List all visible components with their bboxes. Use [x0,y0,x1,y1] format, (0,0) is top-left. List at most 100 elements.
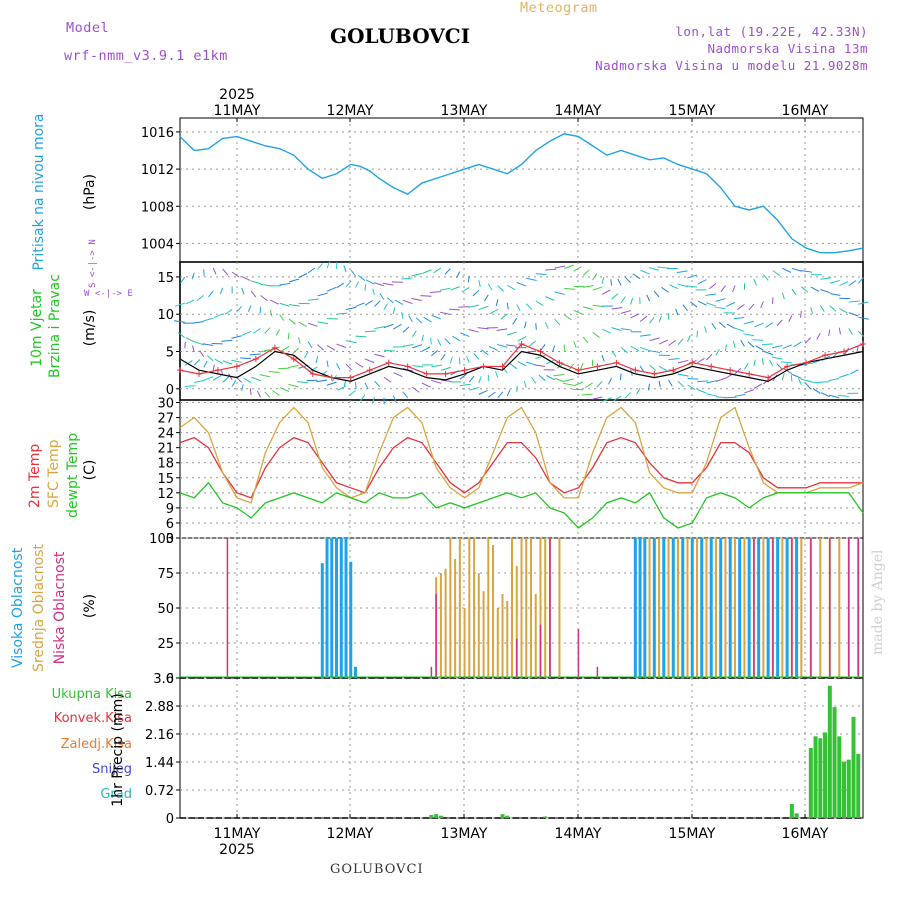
wind-arrow-7 [249,388,252,396]
wind-arrow-453 [374,282,385,287]
wind-arrow-63 [781,373,785,380]
ytick-label-temperature-7: 24 [157,427,174,442]
cloud-bar-1-19 [525,538,528,678]
wind-gust-mark-33 [803,359,810,366]
wind-arrow-201 [724,344,727,352]
cloud-bar-0-20 [738,538,742,678]
wind-arrow-501 [839,281,849,286]
wind-arrow-83 [278,367,290,370]
wind-arrow-336 [639,315,648,322]
wind-arrow-137 [792,374,802,379]
cloud-bar-0-19 [728,538,732,678]
cloud-bar-1-36 [743,538,746,678]
cloud-bar-2-7 [596,666,599,678]
wind-arrow-425 [801,286,809,293]
precip-bar-9 [813,736,818,818]
ytick-label-precip-5: 3.6 [153,672,174,687]
wind-arrow-226 [275,329,281,336]
cloud-bar-1-46 [838,538,841,678]
wind-arrow-473 [573,266,582,272]
wind-arrow-189 [611,350,617,358]
wind-arrow-231 [326,345,336,351]
wind-arrow-414 [686,285,698,288]
cloud-bar-0-15 [690,538,694,678]
wind-arrow-411 [661,286,669,293]
wind-arrow-43 [581,393,593,396]
wind-arrow-281 [793,341,802,348]
precip-bar-13 [832,707,837,818]
cloud-bar-0-9 [638,538,642,678]
wind-arrow-462 [467,275,470,283]
cloud-bar-1-5 [458,538,461,678]
wind-arrow-334 [620,309,632,314]
wind-arrow-487 [697,279,707,285]
cloud-bar-2-1 [430,666,433,678]
wind-arrow-273 [718,321,726,329]
wind-arrow-378 [355,281,360,288]
wind-arrow-198 [696,357,705,364]
wind-arrow-41 [563,382,574,386]
wind-arrow-259 [592,332,600,338]
wind-arrow-248 [477,327,489,330]
cloud-bar-1-18 [520,538,523,678]
cloud-bar-0-1 [325,538,329,678]
wind-gust-mark-34 [822,352,829,359]
wind-arrow-75 [212,364,215,372]
wind-arrow-431 [858,301,869,305]
wind-arrow-405 [611,293,619,300]
wind-arrow-107 [509,363,518,370]
wind-arrow-121 [649,364,657,371]
wind-arrow-479 [624,276,631,284]
wind-arrow-447 [326,261,331,269]
cloud-bar-0-21 [747,538,751,678]
cloud-bar-1-11 [487,538,490,678]
cloud-bar-0-4 [339,538,343,678]
ytick-label-temperature-6: 21 [157,442,174,457]
wind-arrow-369 [269,299,279,305]
cloud-bar-1-10 [482,591,485,678]
wind-arrow-454 [382,282,394,286]
cloud-bar-0-22 [757,538,761,678]
wind-arrow-276 [743,333,755,337]
wind-arrow-105 [494,371,499,378]
cloud-bar-0-13 [671,538,675,678]
wind-arrow-413 [677,283,688,288]
wind-arrow-149 [222,360,233,365]
wind-arrow-451 [358,274,366,282]
wind-arrow-432 [180,276,186,284]
ytick-label-wind-2: 10 [157,308,174,323]
wind-arrow-280 [782,344,793,349]
wind-arrow-424 [791,288,797,296]
wind-arrow-90 [354,382,357,389]
wind-gust-mark-11 [385,359,392,366]
year-label-top: 2025 [219,87,255,103]
cloud-bar-1-2 [444,568,447,678]
wind-arrow-338 [658,315,662,323]
day-label-bottom-2: 13MAY [441,826,488,842]
wind-arrow-69 [829,394,840,399]
wind-gust-mark-36 [860,341,866,348]
cloud-bar-1-30 [686,538,689,678]
wind-arrow-215 [856,346,859,353]
wind-arrow-354 [810,307,813,314]
wind-arrow-144 [184,341,186,349]
wind-gust-mark-5 [271,344,278,351]
cloud-bar-0-11 [652,538,656,678]
wind-arrow-456 [401,277,413,280]
wind-arrow-126 [696,380,708,383]
wind-arrow-127 [706,380,717,384]
precip-label-grad: Grad [100,787,132,802]
cloud-bar-1-28 [667,538,670,678]
wind-arrow-146 [199,350,205,357]
wind-arrow-96 [412,365,424,368]
wind-arrow-195 [668,358,680,361]
ytick-label-cloud-1: 25 [157,637,174,652]
ytick-label-wind-1: 5 [166,346,174,361]
cloud-bar-1-38 [762,538,765,678]
wind-arrow-477 [610,279,613,286]
wind-arrow-267 [668,340,676,346]
wind-arrow-70 [837,394,849,398]
wind-arrow-251 [506,331,517,336]
wind-arrow-50 [658,380,661,388]
wind-arrow-102 [468,375,475,383]
